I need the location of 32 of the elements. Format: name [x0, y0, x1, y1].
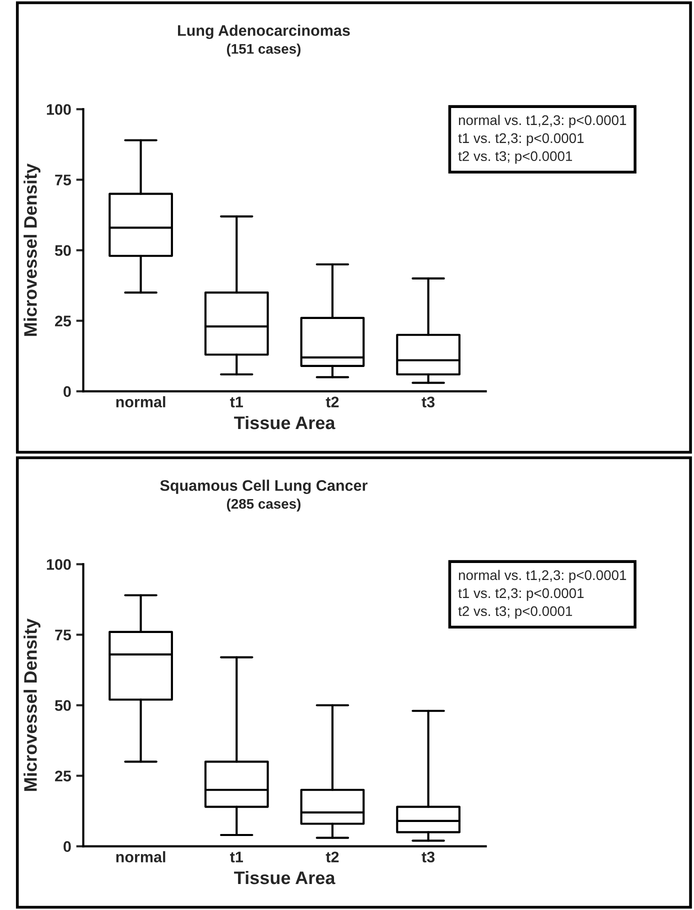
chart-subtitle: (151 cases): [226, 44, 300, 57]
annotation: normal vs. t1,2,3: p<0.0001: [458, 570, 626, 583]
x-tick-label: t3: [422, 852, 435, 862]
annotation: t1 vs. t2,3: p<0.0001: [458, 588, 584, 601]
y-axis-title: Microvessel Density: [24, 164, 40, 336]
y-tick-label: 25: [55, 770, 72, 782]
y-tick-label: 25: [55, 316, 72, 326]
chart-subtitle: (285 cases): [226, 498, 300, 512]
x-tick-label: normal: [116, 851, 166, 862]
y-tick-label: 50: [54, 700, 71, 711]
y-tick-label: 100: [46, 104, 71, 115]
chart-title: Lung Adenocarcinomas: [178, 24, 350, 40]
x-tick-label: t2: [326, 396, 339, 408]
x-tick-label: t3: [422, 396, 435, 408]
annotation: normal vs. t1,2,3: p<0.0001: [458, 114, 626, 128]
x-tick-label: t1: [230, 852, 243, 862]
x-axis-title: Tissue Area: [234, 870, 336, 884]
y-axis-title: Microvessel Density: [24, 618, 40, 791]
y-tick-label: 75: [55, 174, 72, 186]
y-tick-label: 75: [55, 630, 72, 640]
y-tick-label: 50: [54, 245, 71, 256]
x-tick-label: normal: [116, 396, 166, 408]
y-tick-label: 0: [64, 386, 71, 397]
y-tick-label: 100: [46, 559, 71, 570]
chart-title: Squamous Cell Lung Cancer: [160, 480, 368, 494]
x-tick-label: t2: [326, 852, 339, 862]
x-tick-label: t1: [230, 396, 243, 408]
y-tick-label: 0: [64, 841, 71, 852]
annotation: t2 vs. t3; p<0.0001: [458, 606, 572, 619]
annotation: t1 vs. t2,3: p<0.0001: [458, 133, 584, 146]
x-axis-title: Tissue Area: [234, 416, 336, 430]
annotation: t2 vs. t3; p<0.0001: [458, 151, 572, 164]
